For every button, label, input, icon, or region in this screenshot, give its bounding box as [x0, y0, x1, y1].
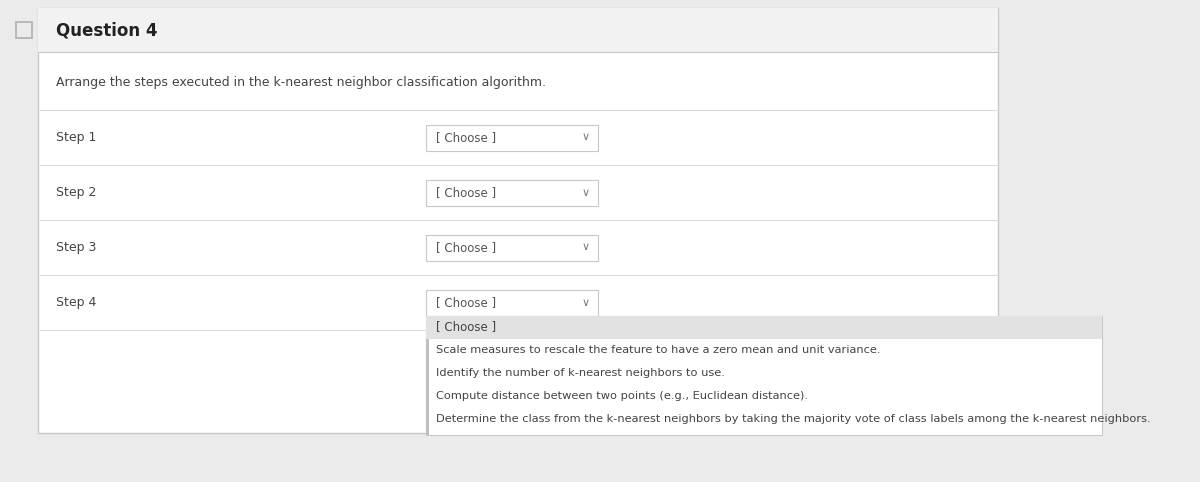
Text: ∨: ∨ — [582, 187, 590, 198]
Text: Step 4: Step 4 — [56, 296, 96, 309]
Bar — [426, 235, 598, 260]
Text: Scale measures to rescale the feature to have a zero mean and unit variance.: Scale measures to rescale the feature to… — [436, 345, 881, 355]
Text: ∨: ∨ — [582, 133, 590, 143]
Text: [ Choose ]: [ Choose ] — [436, 186, 496, 199]
Text: Arrange the steps executed in the k-nearest neighbor classification algorithm.: Arrange the steps executed in the k-near… — [56, 76, 546, 89]
Text: Question 4: Question 4 — [56, 21, 157, 39]
Bar — [426, 338, 430, 434]
Text: Step 3: Step 3 — [56, 241, 96, 254]
Bar — [426, 124, 598, 150]
Bar — [426, 316, 1102, 338]
Bar — [426, 316, 1102, 434]
Text: Identify the number of k-nearest neighbors to use.: Identify the number of k-nearest neighbo… — [436, 368, 725, 378]
Text: Compute distance between two points (e.g., Euclidean distance).: Compute distance between two points (e.g… — [436, 391, 808, 401]
Text: Step 1: Step 1 — [56, 131, 96, 144]
Bar — [426, 290, 598, 316]
Text: [ Choose ]: [ Choose ] — [436, 241, 496, 254]
Bar — [38, 8, 998, 52]
Text: Step 2: Step 2 — [56, 186, 96, 199]
Text: [ Choose ]: [ Choose ] — [436, 296, 496, 309]
Bar — [38, 8, 998, 433]
Bar — [16, 22, 32, 38]
Text: [ Choose ]: [ Choose ] — [436, 131, 496, 144]
Bar — [426, 179, 598, 205]
Text: [ Choose ]: [ Choose ] — [436, 321, 496, 334]
Text: ∨: ∨ — [582, 242, 590, 253]
Text: Determine the class from the k-nearest neighbors by taking the majority vote of : Determine the class from the k-nearest n… — [436, 414, 1151, 424]
Text: ∨: ∨ — [582, 297, 590, 308]
